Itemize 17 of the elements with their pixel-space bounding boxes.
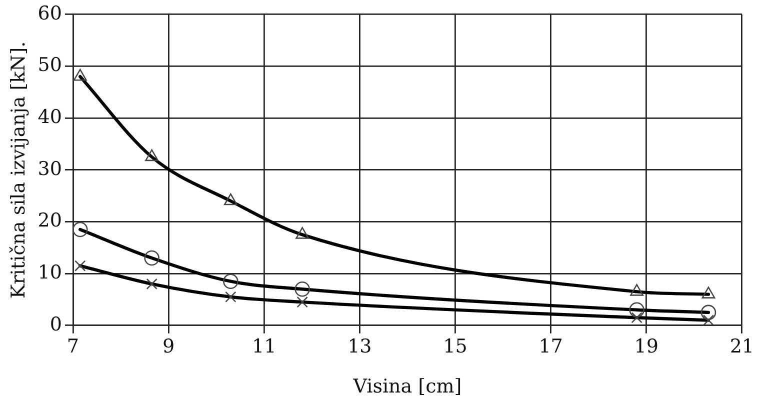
y-axis-title: Kritična sila izvijanja [kN]. bbox=[7, 41, 30, 298]
y-tick-label: 0 bbox=[50, 313, 62, 336]
x-tick-label: 13 bbox=[348, 336, 372, 358]
x-tick-label: 11 bbox=[252, 336, 276, 358]
x-tick-label: 19 bbox=[634, 336, 658, 358]
x-tick-label: 21 bbox=[730, 336, 754, 358]
y-tick-label: 30 bbox=[38, 158, 62, 180]
y-tick-label: 40 bbox=[38, 106, 62, 128]
y-tick-label: 50 bbox=[38, 54, 62, 76]
y-tick-label: 20 bbox=[38, 210, 62, 232]
x-tick-label: 15 bbox=[443, 336, 468, 358]
x-tick-label: 7 bbox=[66, 336, 80, 358]
x-tick-label: 17 bbox=[538, 336, 563, 358]
y-tick-label: 10 bbox=[38, 262, 62, 284]
x-axis-title: Visina [cm] bbox=[352, 376, 462, 398]
x-tick-label: 9 bbox=[162, 336, 175, 358]
y-tick-label: 60 bbox=[38, 2, 62, 24]
